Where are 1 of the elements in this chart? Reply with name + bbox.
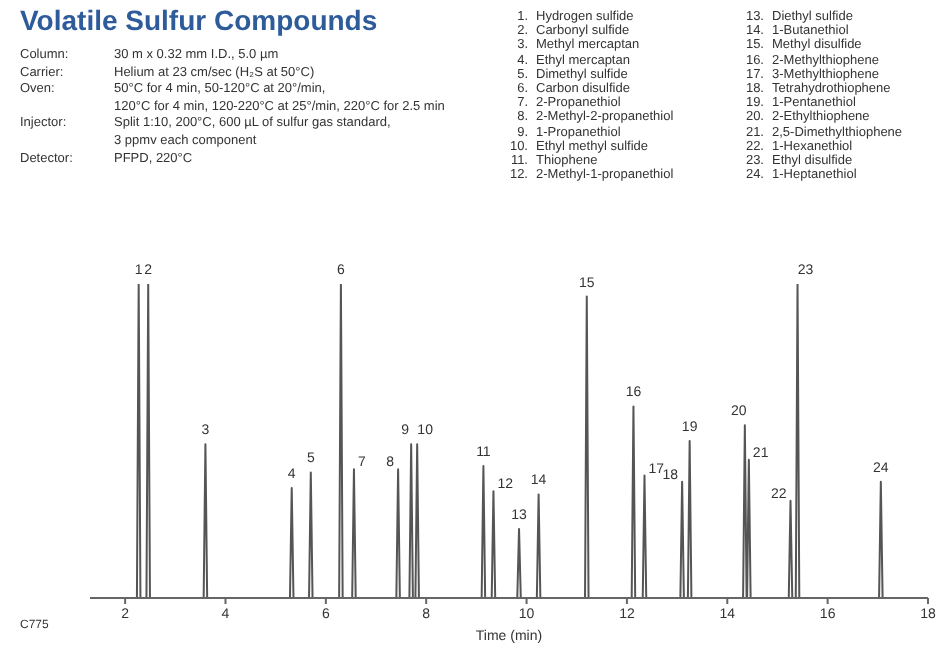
chart-title: Volatile Sulfur Compounds [20,4,378,36]
